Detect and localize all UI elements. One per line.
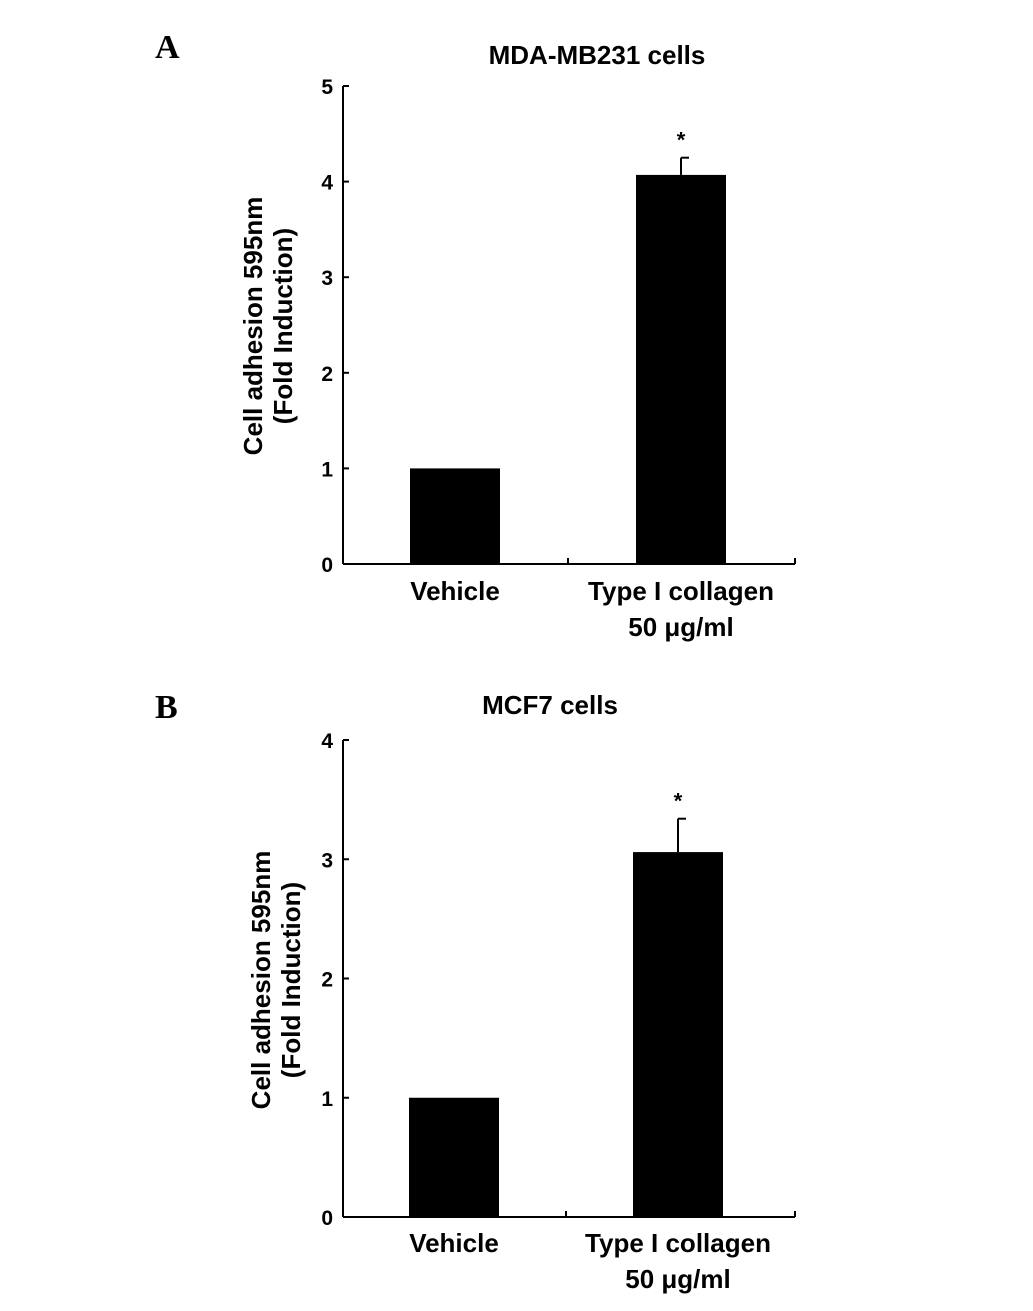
x-category-label: 50 μg/ml bbox=[625, 1264, 731, 1294]
bar bbox=[409, 1097, 499, 1217]
y-tick-label: 0 bbox=[321, 554, 333, 577]
panel-label: A bbox=[155, 29, 180, 66]
significance-marker: * bbox=[674, 789, 683, 814]
y-tick-label: 4 bbox=[321, 172, 333, 195]
y-axis-label-line: (Fold Induction) bbox=[268, 228, 298, 424]
y-axis-label-line: (Fold Induction) bbox=[276, 882, 306, 1078]
x-category-label: Vehicle bbox=[409, 1228, 499, 1258]
y-tick-label: 1 bbox=[321, 458, 333, 481]
bar bbox=[410, 468, 500, 564]
x-category-label: 50 μg/ml bbox=[628, 612, 734, 642]
panel-b: B MCF7 cells Cell adhesion 595nm(Fold Indu… bbox=[155, 689, 796, 1294]
y-tick-label: 0 bbox=[321, 1207, 333, 1230]
y-tick-label: 5 bbox=[321, 76, 333, 99]
x-category-label: Type I collagen bbox=[588, 576, 774, 606]
y-tick-label: 1 bbox=[321, 1088, 333, 1111]
y-axis-label: Cell adhesion 595nm(Fold Induction) bbox=[238, 197, 298, 456]
chart-title: MDA-MB231 cells bbox=[489, 40, 706, 70]
y-tick-label: 2 bbox=[321, 363, 333, 386]
y-tick-label: 4 bbox=[321, 730, 333, 753]
significance-marker: * bbox=[677, 128, 686, 153]
panel-a: A MDA-MB231 cells Cell adhesion 595nm(Fold… bbox=[155, 29, 796, 642]
y-axis-label: Cell adhesion 595nm(Fold Induction) bbox=[246, 851, 306, 1110]
y-tick-label: 3 bbox=[321, 849, 333, 872]
chart-title: MCF7 cells bbox=[482, 690, 618, 720]
x-category-label: Vehicle bbox=[410, 576, 500, 606]
y-axis-label-line: Cell adhesion 595nm bbox=[238, 197, 268, 456]
bar bbox=[633, 852, 723, 1217]
y-tick-label: 3 bbox=[321, 267, 333, 290]
y-tick-label: 2 bbox=[321, 969, 333, 992]
panel-label: B bbox=[155, 689, 178, 726]
x-category-label: Type I collagen bbox=[585, 1228, 771, 1258]
y-axis-label-line: Cell adhesion 595nm bbox=[246, 851, 276, 1110]
bar bbox=[636, 174, 726, 564]
